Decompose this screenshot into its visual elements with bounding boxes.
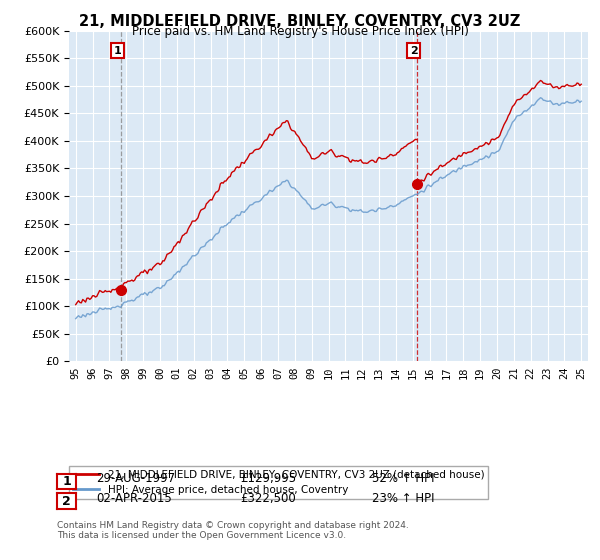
Text: 02-APR-2015: 02-APR-2015: [96, 492, 172, 505]
Text: 1: 1: [62, 475, 71, 488]
Text: 23% ↑ HPI: 23% ↑ HPI: [372, 492, 434, 505]
Text: 29-AUG-1997: 29-AUG-1997: [96, 472, 175, 486]
Legend: 21, MIDDLEFIELD DRIVE, BINLEY, COVENTRY, CV3 2UZ (detached house), HPI: Average : 21, MIDDLEFIELD DRIVE, BINLEY, COVENTRY,…: [69, 465, 488, 499]
Text: £322,500: £322,500: [240, 492, 296, 505]
Text: 52% ↑ HPI: 52% ↑ HPI: [372, 472, 434, 486]
Text: Price paid vs. HM Land Registry's House Price Index (HPI): Price paid vs. HM Land Registry's House …: [131, 25, 469, 38]
Text: 1: 1: [113, 45, 121, 55]
Text: 2: 2: [410, 45, 418, 55]
Text: 21, MIDDLEFIELD DRIVE, BINLEY, COVENTRY, CV3 2UZ: 21, MIDDLEFIELD DRIVE, BINLEY, COVENTRY,…: [79, 14, 521, 29]
Text: Contains HM Land Registry data © Crown copyright and database right 2024.
This d: Contains HM Land Registry data © Crown c…: [57, 521, 409, 540]
Text: £129,995: £129,995: [240, 472, 296, 486]
Text: 2: 2: [62, 494, 71, 508]
